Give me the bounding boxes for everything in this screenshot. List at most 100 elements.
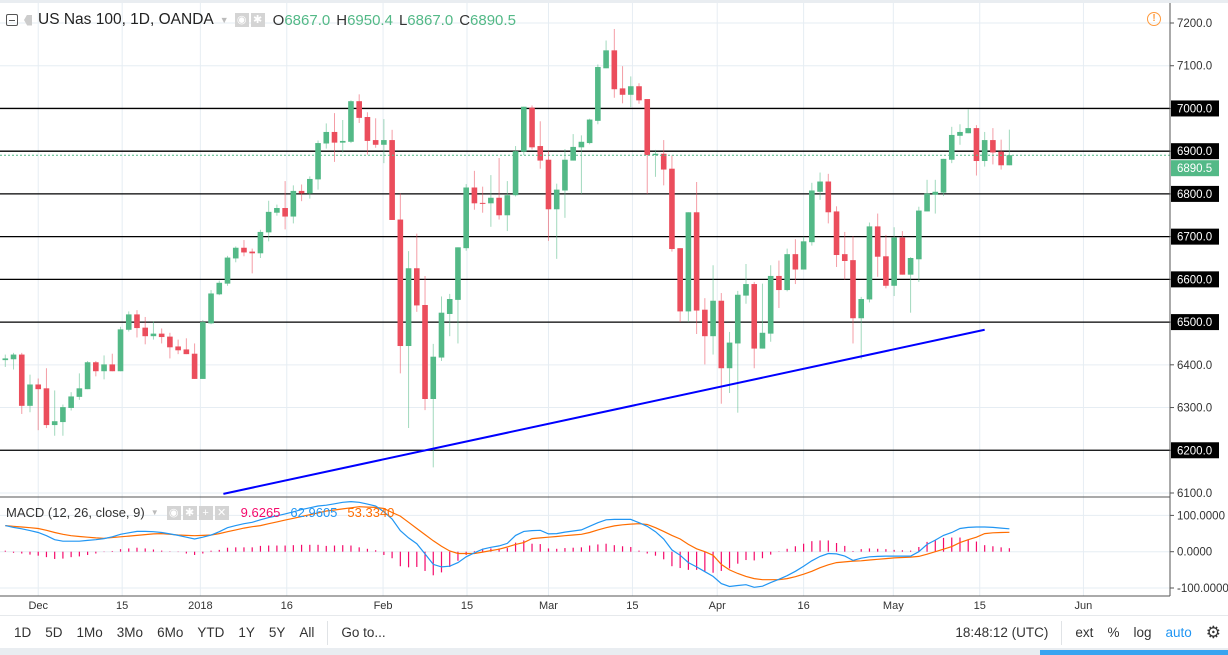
level-price-tag bbox=[1171, 100, 1219, 117]
candle bbox=[183, 338, 190, 355]
eye-icon[interactable]: ◉ bbox=[234, 13, 249, 27]
range-1y[interactable]: 1Y bbox=[238, 625, 255, 640]
gear-icon[interactable]: ⚙ bbox=[1205, 622, 1221, 642]
candle bbox=[734, 290, 741, 413]
price-tick-label: 7100.0 bbox=[1177, 61, 1212, 73]
bottom-panel-tab[interactable] bbox=[1040, 650, 1228, 655]
range-all[interactable]: All bbox=[299, 625, 315, 640]
time-tick-label: Mar bbox=[539, 600, 558, 612]
horizontal-levels[interactable] bbox=[0, 107, 1170, 451]
candle-body bbox=[537, 146, 544, 161]
candle bbox=[759, 283, 766, 349]
macd-line bbox=[5, 500, 1010, 588]
level-price-label: 6800.0 bbox=[1177, 189, 1212, 201]
candle bbox=[841, 231, 848, 280]
candle bbox=[850, 236, 856, 344]
candle-body bbox=[315, 143, 321, 180]
candle-body bbox=[167, 336, 173, 348]
candle bbox=[627, 76, 634, 108]
ext-toggle[interactable]: ext bbox=[1075, 625, 1094, 640]
goto-button[interactable]: Go to... bbox=[341, 625, 386, 640]
candle-body bbox=[932, 191, 939, 195]
candle bbox=[710, 265, 716, 355]
candle-body bbox=[51, 421, 58, 426]
level-price-label: 6200.0 bbox=[1177, 445, 1212, 457]
candle bbox=[323, 123, 330, 149]
candle bbox=[76, 373, 83, 400]
flag-icon[interactable] bbox=[24, 14, 32, 26]
time-axis[interactable]: Dec 15 2018 16 Feb 15 Mar 15 Apr 16 May 15 Jun bbox=[28, 600, 1092, 612]
candle-body bbox=[710, 300, 716, 337]
range-1d[interactable]: 1D bbox=[14, 625, 32, 640]
plus-icon[interactable]: + bbox=[198, 505, 213, 520]
range-5y[interactable]: 5Y bbox=[268, 625, 286, 640]
candle-body bbox=[899, 237, 906, 275]
candle-body bbox=[916, 210, 922, 260]
close-value: 6890.5 bbox=[470, 11, 516, 29]
chevron-down-icon[interactable]: ▼ bbox=[219, 15, 229, 25]
gear-icon[interactable]: ✱ bbox=[250, 13, 265, 27]
candle bbox=[940, 158, 947, 197]
candle-body bbox=[35, 384, 42, 390]
clock[interactable]: 18:48:12 (UTC) bbox=[955, 625, 1049, 640]
symbol-title[interactable]: US Nas 100, 1D, OANDA bbox=[38, 11, 214, 28]
range-1mo[interactable]: 1Mo bbox=[76, 625, 103, 640]
level-price-label: 6700.0 bbox=[1177, 232, 1212, 244]
candle-body bbox=[282, 208, 288, 217]
candle-body bbox=[158, 333, 165, 338]
candle-body bbox=[76, 388, 83, 397]
range-3mo[interactable]: 3Mo bbox=[116, 625, 144, 640]
candle bbox=[455, 247, 461, 344]
candle-body bbox=[471, 187, 478, 204]
candle bbox=[422, 275, 428, 411]
candle bbox=[586, 118, 593, 145]
minus-square-icon[interactable] bbox=[6, 14, 18, 26]
range-5d[interactable]: 5D bbox=[45, 625, 63, 640]
candle-body bbox=[726, 342, 733, 369]
candle-body bbox=[924, 193, 930, 212]
candle bbox=[800, 236, 807, 270]
candle-body bbox=[463, 187, 469, 249]
eye-icon[interactable]: ◉ bbox=[166, 505, 181, 520]
log-toggle[interactable]: log bbox=[1133, 625, 1152, 640]
price-tick-label: 7200.0 bbox=[1177, 18, 1212, 30]
candle-body bbox=[520, 106, 527, 152]
gear-icon[interactable]: ✱ bbox=[182, 505, 197, 520]
candle bbox=[471, 170, 478, 210]
candle-body bbox=[850, 260, 856, 319]
range-ytd[interactable]: YTD bbox=[197, 625, 225, 640]
candle bbox=[957, 124, 963, 145]
candle bbox=[866, 222, 873, 303]
candle-body bbox=[290, 190, 297, 217]
trendline[interactable] bbox=[223, 328, 985, 495]
candle-body bbox=[809, 190, 815, 243]
candle bbox=[290, 185, 297, 224]
candle-body bbox=[175, 346, 181, 351]
candle bbox=[948, 126, 955, 164]
macd-title[interactable]: MACD (12, 26, close, 9) bbox=[6, 505, 145, 520]
time-tick-label: 15 bbox=[116, 600, 128, 612]
candle bbox=[891, 227, 897, 297]
auto-toggle[interactable]: auto bbox=[1165, 625, 1192, 640]
close-icon[interactable]: ✕ bbox=[214, 505, 229, 520]
candle-body bbox=[627, 86, 634, 95]
price-axis[interactable]: 7200.0 7100.0 6400.0 6300.0 6100.0 7000.0 6900… bbox=[1170, 18, 1219, 500]
macd-axis[interactable]: 100.0000 0.0000 -100.0000 bbox=[1170, 510, 1228, 595]
price-tick-label: 6100.0 bbox=[1177, 488, 1212, 500]
candle bbox=[537, 121, 544, 169]
candle-body bbox=[84, 362, 91, 390]
candle-body bbox=[422, 305, 428, 399]
range-6mo[interactable]: 6Mo bbox=[157, 625, 184, 640]
time-tick-label: Apr bbox=[709, 600, 726, 612]
chevron-down-icon[interactable]: ▼ bbox=[150, 508, 159, 517]
candle bbox=[562, 149, 568, 218]
percent-toggle[interactable]: % bbox=[1107, 625, 1120, 640]
candle-body bbox=[578, 141, 585, 148]
alert-circle-icon[interactable]: ! bbox=[1147, 12, 1161, 26]
candle-body bbox=[109, 364, 116, 372]
price-tick-label: 6400.0 bbox=[1177, 360, 1212, 372]
candle-body bbox=[858, 299, 865, 319]
candle bbox=[545, 151, 552, 241]
candle-body bbox=[652, 153, 659, 156]
